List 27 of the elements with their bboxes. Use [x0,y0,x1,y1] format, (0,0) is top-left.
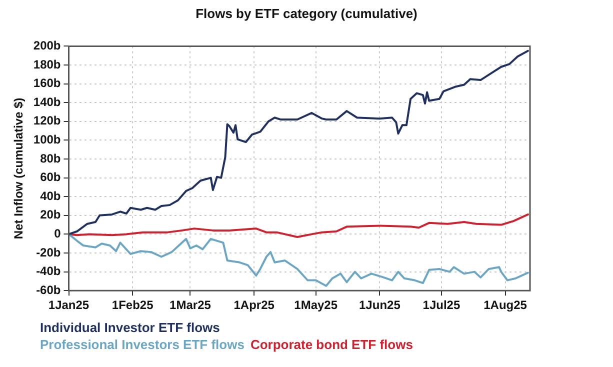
text: Professional Investors ETF flows [40,336,244,353]
y-tick-label: 80b [40,151,61,166]
y-tick-label: 60b [40,170,61,184]
y-axis-title: Net Inflow (cumulative $) [12,98,26,240]
y-tick-label: -40b [36,264,61,278]
y-tick-label: 20b [40,208,61,222]
x-tick-label: 1Feb25 [112,298,154,312]
y-tick-label: 120b [33,114,61,128]
y-tick-label: 200b [33,38,61,53]
x-tick-label: 1May25 [294,298,338,312]
chart-title: Flows by ETF category (cumulative) [194,6,418,21]
text: Corporate bond ETF flows [250,336,413,353]
y-tick-label: 40b [40,188,61,203]
y-tick-label: 100b [33,132,61,147]
x-tick-label: 1Jan25 [48,298,90,312]
y-tick-label: 160b [33,76,61,90]
x-tick-label: 1Jun25 [359,298,401,312]
y-tick-label: 140b [33,94,61,109]
x-tick-label: 1Mar25 [170,298,212,312]
text: Individual Investor ETF flows [40,319,221,336]
x-tick-label: 1Aug25 [484,298,528,312]
x-tick-label: 1Apr25 [234,298,275,312]
y-tick-label: -20b [36,245,61,260]
y-tick-label: -60b [36,282,61,297]
y-tick-label: 180b [33,57,61,72]
x-tick-label: 1Jul25 [422,298,460,312]
y-tick-label: 0 [54,226,62,241]
